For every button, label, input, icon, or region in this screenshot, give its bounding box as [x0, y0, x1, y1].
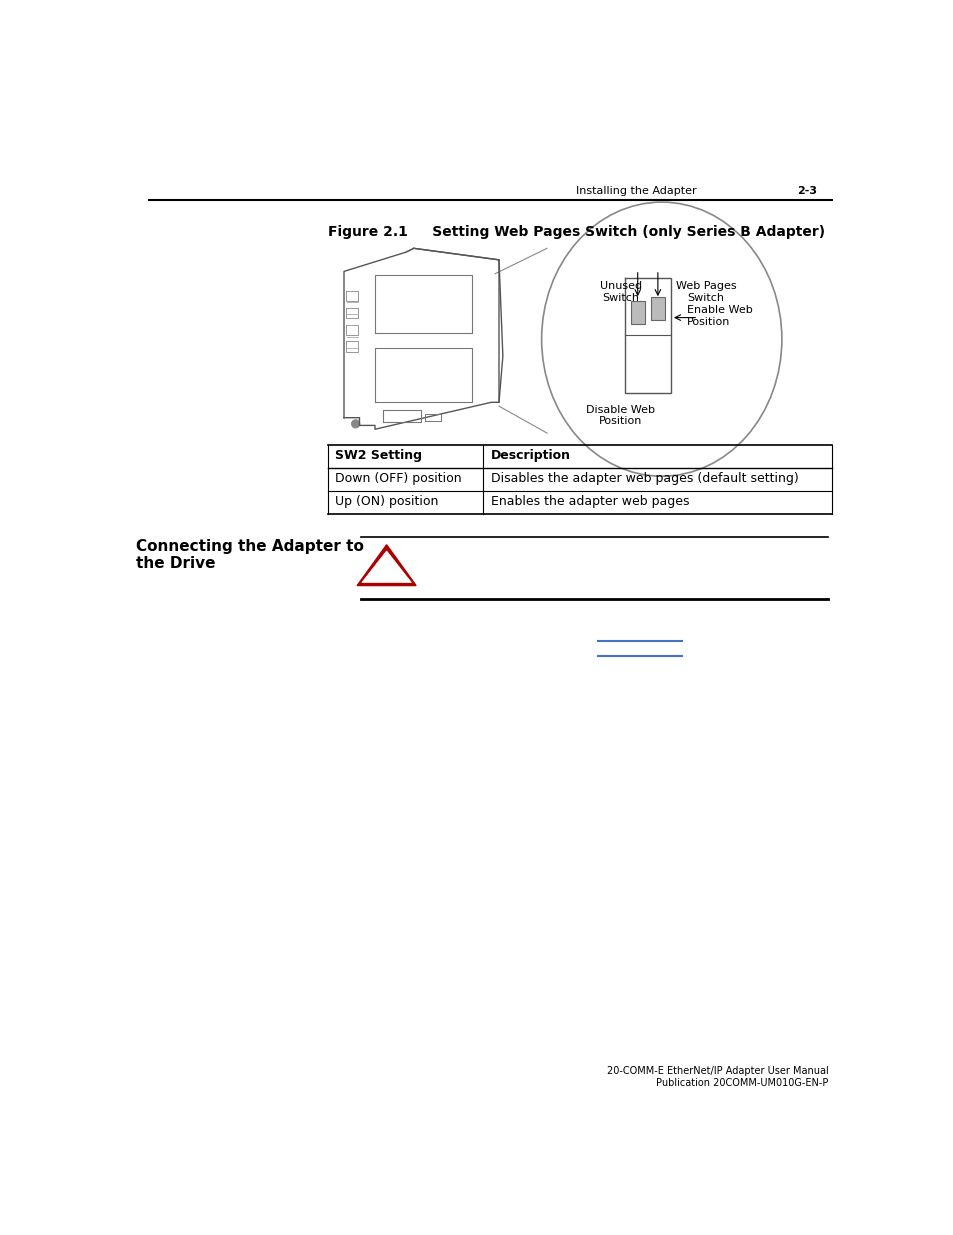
Text: Description: Description	[491, 448, 571, 462]
Polygon shape	[361, 551, 411, 583]
Text: Unused
Switch: Unused Switch	[599, 282, 641, 303]
Text: 2-3: 2-3	[797, 185, 817, 195]
Text: Enables the adapter web pages: Enables the adapter web pages	[491, 495, 689, 508]
Polygon shape	[356, 545, 416, 585]
Text: Enable Web
Position: Enable Web Position	[686, 305, 752, 327]
Text: SW2 Setting: SW2 Setting	[335, 448, 421, 462]
Text: Up (ON) position: Up (ON) position	[335, 495, 437, 508]
Text: Web Pages
Switch: Web Pages Switch	[675, 282, 736, 303]
Text: Figure 2.1     Setting Web Pages Switch (only Series B Adapter): Figure 2.1 Setting Web Pages Switch (onl…	[328, 225, 824, 240]
Text: Installing the Adapter: Installing the Adapter	[576, 185, 697, 195]
Text: Connecting the Adapter to: Connecting the Adapter to	[136, 540, 364, 555]
Text: Down (OFF) position: Down (OFF) position	[335, 472, 461, 484]
Ellipse shape	[541, 203, 781, 477]
Text: Publication 20COMM-UM010G-EN-P: Publication 20COMM-UM010G-EN-P	[656, 1078, 827, 1088]
Circle shape	[351, 419, 360, 429]
FancyBboxPatch shape	[650, 296, 664, 320]
Text: the Drive: the Drive	[136, 556, 215, 572]
Text: Disable Web
Position: Disable Web Position	[585, 405, 655, 426]
Text: Disables the adapter web pages (default setting): Disables the adapter web pages (default …	[491, 472, 799, 484]
FancyBboxPatch shape	[630, 300, 644, 324]
Text: 20-COMM-E EtherNet/IP Adapter User Manual: 20-COMM-E EtherNet/IP Adapter User Manua…	[606, 1066, 827, 1076]
